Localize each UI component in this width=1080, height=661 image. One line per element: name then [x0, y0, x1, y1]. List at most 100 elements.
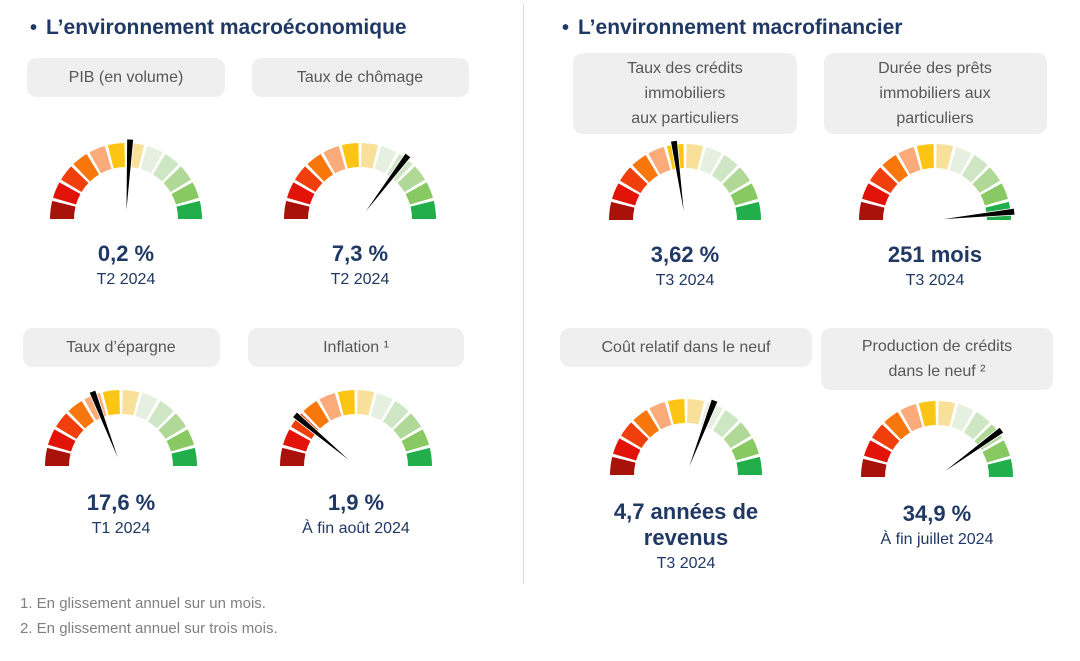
gauge-segment [60, 166, 89, 193]
section-title-macrofinancier: • L’environnement macrofinancier [562, 16, 902, 40]
gauge-period-production: À fin juillet 2024 [880, 531, 994, 548]
bullet-icon: • [30, 17, 38, 39]
gauge-segment [147, 400, 174, 429]
gauge-needle [685, 398, 719, 476]
gauge-segment [898, 147, 921, 175]
gauge-segment [319, 393, 342, 421]
gauge-segment [163, 166, 192, 193]
gauge-segment [45, 447, 71, 466]
gauge-segment [916, 144, 934, 170]
gauge-period-chomage: T2 2024 [330, 271, 390, 288]
gauge-segment [711, 154, 738, 183]
gauge-segment [370, 393, 393, 421]
gauge-label-credits: Taux des crédits immobiliers aux particu… [573, 53, 797, 134]
gauge-segment [980, 183, 1008, 206]
gauge-segment [382, 400, 409, 429]
gauge-segment [374, 146, 397, 174]
footnote-2: 2. En glissement annuel sur trois mois. [20, 620, 278, 637]
gauge-needle [88, 389, 122, 467]
gauge-label-epargne: Taux d’épargne [22, 328, 220, 367]
gauge-segment [140, 146, 163, 174]
gauge-segment [171, 182, 199, 205]
gauge-segment [731, 438, 759, 461]
gauge-segment [89, 146, 112, 174]
gauge-segment [982, 440, 1010, 463]
gauge-segment [166, 429, 194, 452]
gauge-period-pib: T2 2024 [96, 271, 156, 288]
gauge-chart-inflation [280, 390, 432, 467]
gauge-card-duree: Durée des prêts immobiliers aux particul… [809, 48, 1061, 291]
gauge-segment [972, 167, 1001, 194]
gauge-segment [649, 402, 672, 430]
gauge-segment [900, 404, 923, 432]
gauge-segment [283, 429, 311, 452]
gauge-needle [291, 411, 357, 467]
section-title-text: L’environnement macroéconomique [46, 16, 407, 39]
gauge-segment [884, 411, 911, 440]
gauge-value-inflation: 1,9 % [327, 490, 385, 515]
gauge-chart-chomage [284, 143, 436, 220]
gauge-segment [158, 413, 187, 440]
gauge-period-credits: T3 2024 [655, 272, 715, 289]
gauge-segment [307, 153, 334, 182]
gauge-value-credits: 3,62 % [650, 242, 720, 267]
gauge-label-chomage: Taux de chômage [251, 58, 469, 97]
gauge-segment [861, 458, 887, 477]
gauge-label-inflation: Inflation ¹ [248, 328, 464, 367]
gauge-label-cout: Coût relatif dans le neuf [560, 328, 812, 367]
gauge-segment [410, 200, 436, 219]
gauge-card-credits: Taux des crédits immobiliers aux particu… [559, 48, 811, 291]
section-title-text: L’environnement macrofinancier [578, 16, 903, 39]
gauge-segment [135, 393, 158, 421]
gauge-segment [722, 167, 751, 194]
vertical-divider [523, 4, 524, 584]
gauge-segment [68, 400, 95, 429]
gauge-segment [122, 390, 140, 416]
gauge-segment [735, 201, 761, 220]
gauge-segment [284, 200, 310, 219]
gauge-period-epargne: T1 2024 [91, 520, 151, 537]
gauge-segment [862, 183, 890, 206]
gauge-value-cout: 4,7 années de revenus [613, 499, 759, 550]
gauge-segment [712, 409, 739, 438]
gauge-label-duree: Durée des prêts immobiliers aux particul… [823, 53, 1047, 134]
gauge-segment [176, 200, 202, 219]
gauge-segment [963, 411, 990, 440]
gauge-value-chomage: 7,3 % [331, 241, 389, 266]
gauge-segment [610, 456, 636, 475]
gauge-segment [648, 147, 671, 175]
section-title-macroeconomique: • L’environnement macroéconomique [30, 16, 407, 40]
gauge-period-duree: T3 2024 [905, 272, 965, 289]
gauge-segment [620, 422, 649, 449]
gauge-segment [871, 424, 900, 451]
gauge-segment [723, 422, 752, 449]
gauge-needle [125, 138, 135, 220]
gauge-segment [107, 143, 125, 169]
gauge-chart-duree [859, 144, 1016, 221]
gauge-segment [687, 399, 705, 425]
gauge-segment [869, 167, 898, 194]
gauge-segment [50, 200, 76, 219]
gauge-chart-production [861, 401, 1013, 478]
gauge-value-epargne: 17,6 % [86, 490, 156, 515]
gauge-segment [287, 182, 315, 205]
gauge-segment [341, 143, 359, 169]
gauge-segment [393, 413, 422, 440]
gauge-card-pib: PIB (en volume) 0,2 % T2 2024 [0, 53, 252, 290]
gauge-segment [73, 153, 100, 182]
gauge-card-production: Production de crédits dans le neuf ² 34,… [811, 322, 1063, 550]
gauge-segment [686, 144, 704, 170]
gauge-segment [699, 147, 722, 175]
gauge-label-pib: PIB (en volume) [27, 58, 225, 97]
gauge-segment [337, 390, 355, 416]
gauge-segment [936, 144, 954, 170]
gauge-segment [632, 154, 659, 183]
gauge-segment [918, 401, 936, 427]
gauge-segment [152, 153, 179, 182]
gauge-segment [405, 182, 433, 205]
gauge-segment [609, 201, 635, 220]
gauge-card-chomage: Taux de chômage 7,3 % T2 2024 [234, 53, 486, 290]
gauge-card-inflation: Inflation ¹ 1,9 % À fin août 2024 [230, 322, 482, 539]
gauge-segment [938, 401, 956, 427]
